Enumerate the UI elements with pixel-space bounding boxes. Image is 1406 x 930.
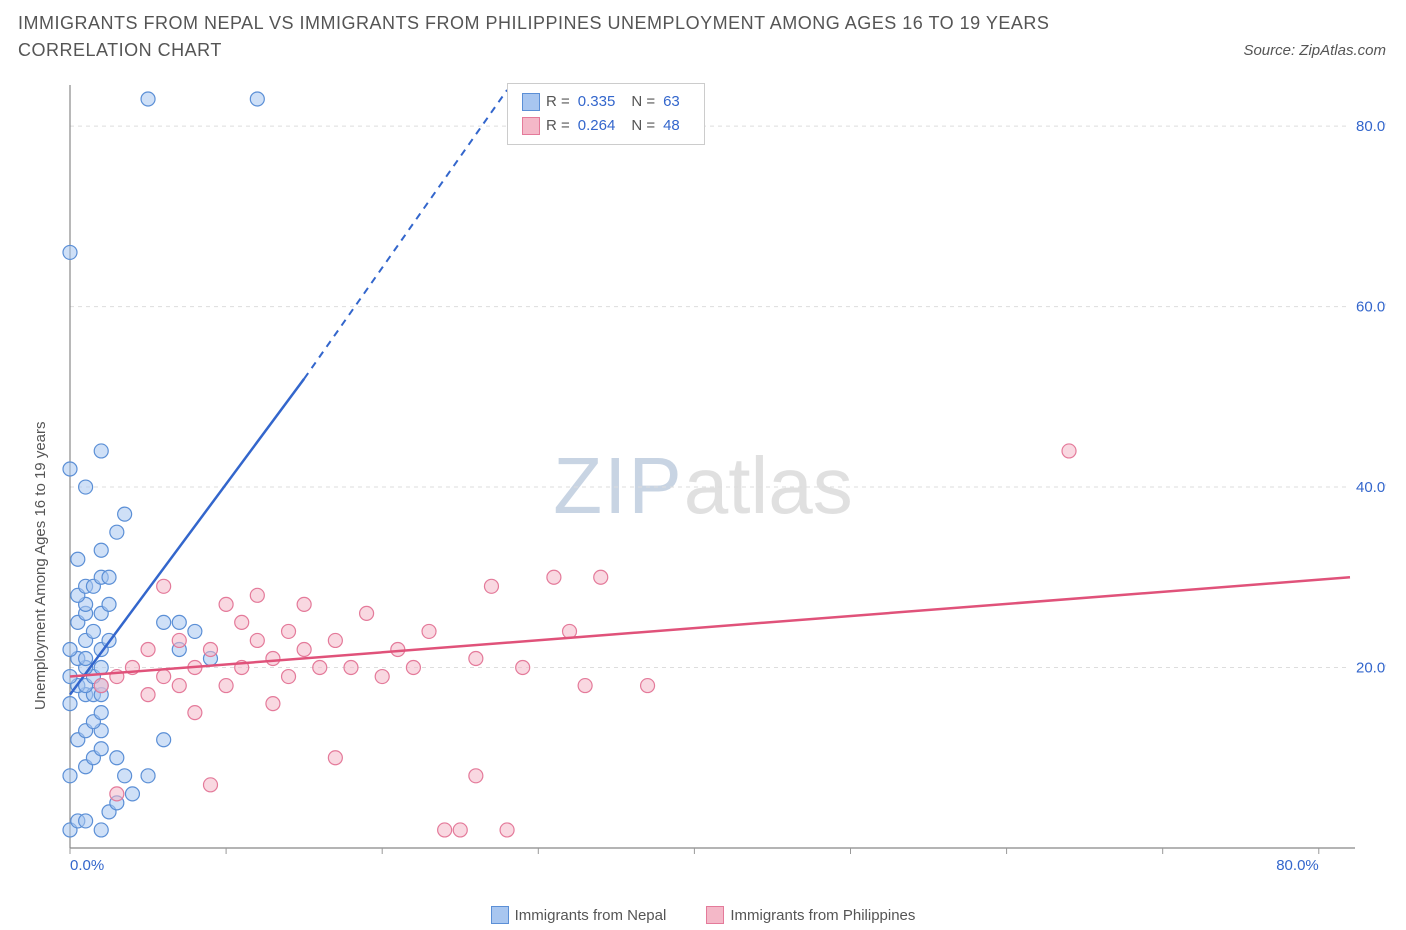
swatch-philippines: [706, 906, 724, 924]
svg-text:80.0%: 80.0%: [1356, 118, 1386, 135]
r-value-philippines: 0.264: [578, 114, 616, 138]
series-legend: Immigrants from Nepal Immigrants from Ph…: [0, 906, 1406, 924]
swatch-nepal: [491, 906, 509, 924]
stats-row-philippines: R = 0.264 N = 48: [522, 114, 690, 138]
y-axis-label: Unemployment Among Ages 16 to 19 years: [32, 421, 49, 710]
stats-row-nepal: R = 0.335 N = 63: [522, 90, 690, 114]
source-credit: Source: ZipAtlas.com: [1243, 42, 1386, 59]
r-label: R =: [546, 114, 570, 138]
svg-text:80.0%: 80.0%: [1276, 857, 1319, 874]
n-value-nepal: 63: [663, 90, 680, 114]
r-value-nepal: 0.335: [578, 90, 616, 114]
r-label: R =: [546, 90, 570, 114]
n-label: N =: [631, 114, 655, 138]
scatter-plot-svg: 20.0% 40.0% 60.0% 80.0% 0.0% 80.0%: [60, 80, 1386, 880]
svg-text:0.0%: 0.0%: [70, 857, 104, 874]
swatch-nepal: [522, 93, 540, 111]
legend-item-nepal: Immigrants from Nepal: [491, 906, 667, 924]
svg-text:40.0%: 40.0%: [1356, 479, 1386, 496]
stats-legend: R = 0.335 N = 63 R = 0.264 N = 48: [507, 83, 705, 145]
plot-area: 20.0% 40.0% 60.0% 80.0% 0.0% 80.0%: [60, 80, 1386, 880]
svg-text:20.0%: 20.0%: [1356, 660, 1386, 677]
svg-text:60.0%: 60.0%: [1356, 299, 1386, 316]
n-value-philippines: 48: [663, 114, 680, 138]
swatch-philippines: [522, 117, 540, 135]
legend-label-nepal: Immigrants from Nepal: [515, 907, 667, 924]
chart-title: IMMIGRANTS FROM NEPAL VS IMMIGRANTS FROM…: [18, 10, 1118, 64]
legend-label-philippines: Immigrants from Philippines: [730, 907, 915, 924]
n-label: N =: [631, 90, 655, 114]
legend-item-philippines: Immigrants from Philippines: [706, 906, 915, 924]
